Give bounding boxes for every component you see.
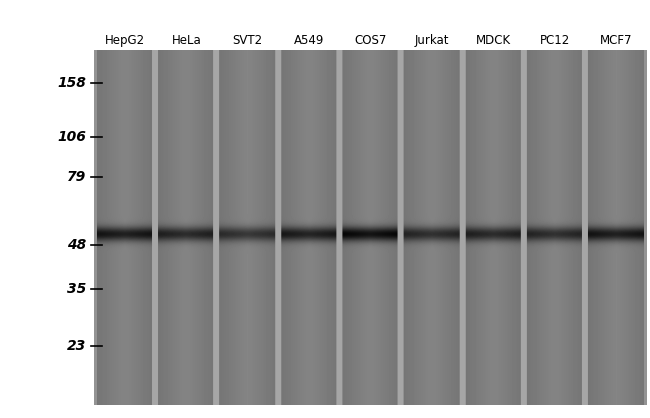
Text: HeLa: HeLa [172,34,202,47]
Text: MCF7: MCF7 [600,34,632,47]
Text: COS7: COS7 [354,34,387,47]
Text: HepG2: HepG2 [105,34,145,47]
Text: A549: A549 [294,34,324,47]
Text: 158: 158 [58,76,86,89]
Text: 48: 48 [67,238,86,252]
Text: 35: 35 [67,282,86,296]
Text: 106: 106 [58,130,86,144]
Text: SVT2: SVT2 [233,34,263,47]
Text: MDCK: MDCK [476,34,511,47]
Text: Jurkat: Jurkat [415,34,449,47]
Text: PC12: PC12 [540,34,570,47]
Text: 79: 79 [67,170,86,184]
Text: 23: 23 [67,339,86,353]
